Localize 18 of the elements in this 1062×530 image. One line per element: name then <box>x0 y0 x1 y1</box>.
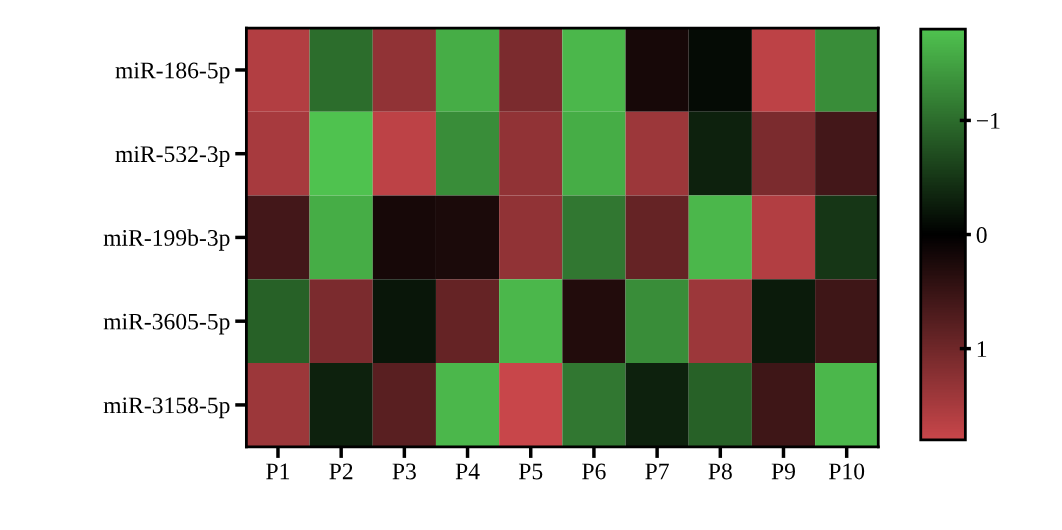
x-tick-label: P8 <box>708 463 732 480</box>
x-tick-label: P3 <box>392 463 416 480</box>
x-tick-label: P7 <box>645 463 669 480</box>
x-tick-label: P4 <box>455 463 480 480</box>
x-tick-label: P5 <box>518 463 543 480</box>
x-tick-label: P2 <box>329 463 353 480</box>
y-tick-label: miR-199b-3p <box>103 229 230 251</box>
color-bar-label: −1 <box>976 113 1000 129</box>
y-tick-label: miR-3605-5p <box>103 313 230 335</box>
y-tick-label: miR-532-3p <box>115 146 230 167</box>
color-bar-label: 1 <box>977 341 987 357</box>
y-tick-label: miR-186-5p <box>115 62 230 84</box>
x-tick-label: P9 <box>771 463 795 480</box>
x-tick-label: P6 <box>582 463 606 480</box>
color-bar-label: 0 <box>976 227 987 243</box>
x-tick-label: P10 <box>828 463 865 480</box>
y-tick-label: miR-3158-5p <box>103 397 230 419</box>
x-tick-label: P1 <box>266 463 290 480</box>
